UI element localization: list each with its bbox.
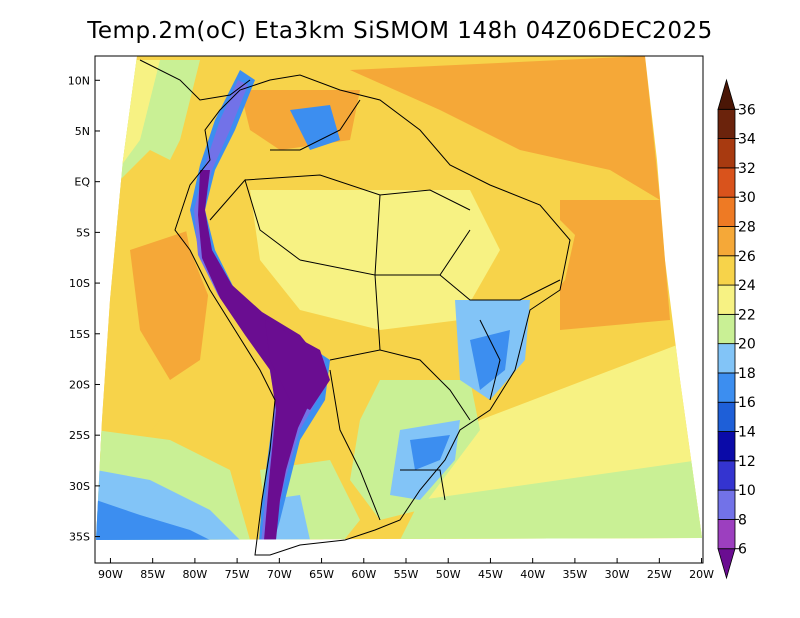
colorbar-label: 36	[738, 102, 756, 118]
lat-tick-label: 5N	[75, 125, 90, 138]
south-america-coastline	[174, 74, 571, 556]
lat-tick-label: 10S	[69, 277, 90, 290]
field-altiplano-6	[265, 320, 330, 410]
colorbar-segment	[717, 226, 736, 257]
longitude-axis: 90W 85W 80W 75W 70W 65W 60W 55W 50W 45W 40W 35W 30W 2…	[98, 558, 714, 581]
colorbar-segment	[717, 343, 736, 374]
colorbar-segment	[717, 108, 736, 139]
colorbar-label: 22	[738, 307, 756, 323]
border-bolivia	[299, 259, 381, 361]
colorbar-label: 16	[738, 395, 756, 411]
border-peru	[209, 178, 301, 261]
lat-tick-label: 10N	[68, 74, 90, 87]
colorbar-label: 26	[738, 249, 756, 265]
country-borders	[139, 59, 571, 556]
field-guiana-18	[290, 105, 340, 150]
lon-tick-label: 50W	[436, 568, 461, 581]
colorbar-label: 30	[738, 190, 756, 206]
colorbar-label: 12	[738, 454, 756, 470]
map-frame	[94, 55, 704, 564]
colorbar-label: 18	[738, 366, 756, 382]
field-south-atlantic-22	[400, 460, 702, 540]
latitude-axis: 10N 5N EQ 5S 10S 15S 20S 25S 30S 35S	[68, 74, 100, 544]
lon-tick-label: 70W	[267, 568, 292, 581]
colorbar-label: 28	[738, 219, 756, 235]
field-north-atlantic-28	[350, 56, 660, 200]
temperature-colorbar: 6 8 10 12 14 16 18 20 22 24 26 28 30 32 34 36	[717, 78, 756, 580]
colorbar-segment	[717, 548, 736, 580]
colorbar-label: 8	[738, 512, 747, 528]
border-minas	[479, 319, 501, 401]
lat-tick-label: 5S	[76, 226, 90, 239]
lon-tick-label: 35W	[562, 568, 587, 581]
border-northeast	[439, 274, 561, 301]
lat-tick-label: EQ	[74, 176, 90, 189]
colorbar-label: 34	[738, 132, 756, 148]
colorbar-segment	[717, 167, 736, 198]
colorbar-label: 10	[738, 483, 756, 499]
lon-tick-label: 60W	[351, 568, 376, 581]
map-title: Temp.2m(oC) Eta3km SiSMOM 148h 04Z06DEC2…	[87, 18, 713, 44]
lon-tick-label: 40W	[520, 568, 545, 581]
border-venezuela	[270, 99, 361, 151]
border-argentina-east	[329, 369, 381, 521]
colorbar-segment	[717, 255, 736, 286]
lat-tick-label: 15S	[69, 328, 90, 341]
colorbar-segment	[717, 138, 736, 169]
border-paraguay	[379, 349, 471, 421]
border-uruguay	[400, 469, 446, 501]
field-amazon-24	[250, 190, 500, 330]
field-minas-18	[470, 330, 510, 390]
colorbar-segment	[717, 519, 736, 550]
lat-tick-label: 20S	[69, 378, 90, 391]
colorbar-segment	[717, 196, 736, 227]
field-south-brazil-18	[410, 435, 450, 470]
lon-tick-label: 75W	[225, 568, 250, 581]
lon-tick-label: 20W	[689, 568, 714, 581]
border-para-mato-grosso	[374, 194, 471, 276]
colorbar-label: 24	[738, 278, 756, 294]
field-south-pacific-18	[96, 500, 210, 540]
colorbar-segment	[717, 431, 736, 462]
central-america-coastline	[139, 59, 251, 101]
temperature-field	[96, 56, 702, 540]
colorbar-segment	[717, 489, 736, 520]
lat-tick-label: 25S	[69, 429, 90, 442]
lon-tick-label: 65W	[309, 568, 334, 581]
colorbar-segment	[717, 313, 736, 345]
colorbar-segment	[717, 284, 736, 315]
lon-tick-label: 55W	[394, 568, 419, 581]
colorbar-label: 20	[738, 337, 756, 353]
lat-tick-label: 30S	[69, 480, 90, 493]
colorbar-label: 14	[738, 425, 756, 441]
lon-tick-label: 45W	[478, 568, 503, 581]
lon-tick-label: 90W	[98, 568, 123, 581]
lon-tick-label: 80W	[182, 568, 207, 581]
colorbar-segment	[717, 401, 736, 432]
colorbar-segment	[717, 460, 736, 491]
lon-tick-label: 85W	[140, 568, 165, 581]
colorbar-segment	[717, 78, 736, 110]
field-central-atlantic-28	[560, 200, 670, 330]
lat-tick-label: 35S	[69, 531, 90, 544]
colorbar-label: 32	[738, 161, 756, 177]
colorbar-segment	[717, 372, 736, 403]
lon-tick-label: 25W	[647, 568, 672, 581]
field-pacific-28	[130, 230, 210, 380]
lon-tick-label: 30W	[605, 568, 630, 581]
colorbar-label: 6	[738, 542, 747, 558]
